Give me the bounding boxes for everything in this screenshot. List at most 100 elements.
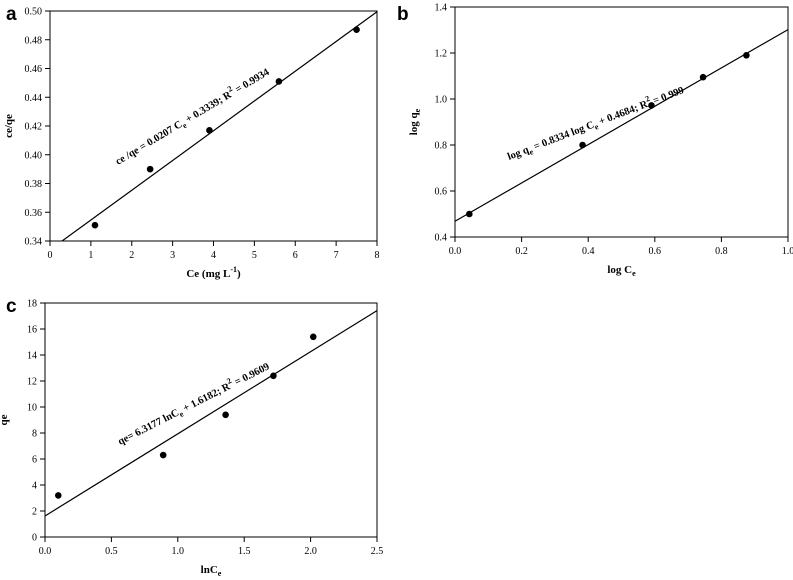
panel-a-data-point-5 [353, 26, 360, 33]
panel-b-x-tick-label: 0.6 [649, 246, 662, 257]
panel-b-data-point-2 [579, 141, 586, 149]
panel-b-data-point-5 [743, 52, 750, 59]
panel-b: 0.0 0.2 0.4 0.6 0.8 1.0 0.4 0.6 0.8 1.0 1.2 1.4 log … [408, 3, 793, 279]
x-axis-label-superscript: -1 [230, 265, 237, 274]
equation-superscript: 2 [225, 376, 233, 386]
panel-b-x-tick-label: 0.8 [715, 246, 728, 257]
panel-b-y-tick-label: 0.6 [435, 187, 448, 198]
x-axis-label-text: log C [607, 264, 632, 276]
panel-a-x-tick-label: 4 [211, 250, 216, 261]
panel-a-equation-annotation: ce /qe = 0.0207 Ce + 0.3339; R2 = 0.9934 [112, 63, 273, 169]
panel-c-y-tick-label: 18 [27, 299, 37, 310]
y-axis-label-subscript: e [413, 108, 422, 112]
panel-b-plot-frame [454, 6, 789, 238]
panel-c-x-tick-label: 0.0 [39, 546, 52, 557]
panel-b-data-point-4 [699, 73, 707, 81]
panel-b-letter: b [397, 4, 409, 25]
panel-c-y-tick-label: 6 [32, 455, 37, 466]
panel-c-data-point-5 [309, 333, 317, 341]
panel-c-data-point-3 [222, 411, 229, 419]
equation-text-mid: = 0.8334 log C [530, 120, 596, 154]
panel-a-x-tick-label: 3 [170, 250, 175, 261]
panel-a-letter: a [6, 4, 17, 25]
x-axis-label-subscript: e [218, 569, 222, 578]
panel-b-regression-line [454, 29, 789, 222]
panel-b-y-tick-label: 1.2 [435, 49, 448, 60]
panel-c-equation-annotation: qe= 6.3177 lnCe + 1.6182; R2 = 0.9609 [115, 358, 273, 450]
panel-b-x-tick-label: 0.0 [449, 246, 462, 257]
panel-a-data-point-1 [91, 221, 99, 229]
panel-b-y-tick-label: 0.4 [435, 233, 448, 244]
panel-c-plot-frame [44, 302, 378, 538]
panel-a-x-tick-label: 8 [375, 250, 380, 261]
panel-c-y-tick-label: 14 [27, 351, 37, 362]
equation-superscript: 2 [226, 84, 234, 94]
x-axis-label-text: Ce (mg L [186, 268, 230, 280]
panel-a-y-tick-label: 0.34 [25, 237, 43, 248]
panel-c-y-tick-label: 10 [27, 403, 37, 414]
panel-b-y-axis-label: log qe [408, 108, 422, 135]
y-axis-label-text: ce/qe [3, 114, 15, 138]
panel-c-y-tick-label: 4 [32, 481, 37, 492]
panel-c-x-tick-label: 2.5 [371, 546, 384, 557]
panel-a-y-tick-label: 0.46 [25, 64, 43, 75]
panel-c-y-tick-label: 0 [32, 533, 37, 544]
panel-c-y-tick-label: 8 [32, 429, 37, 440]
equation-text-end: = 0.999 [649, 85, 685, 108]
panel-a-x-tick-label: 2 [129, 250, 134, 261]
y-axis-label-text: log q [408, 111, 420, 135]
y-axis-label-text: qe [0, 414, 10, 425]
x-axis-label-text: lnC [201, 564, 218, 576]
panel-a-regression-line [61, 11, 378, 242]
panel-a-data-point-3 [206, 127, 213, 134]
panel-b-equation-annotation: log qe = 0.8334 log Ce + 0.4684; R2 = 0.… [505, 81, 687, 164]
panel-b-x-tick-label: 1.0 [782, 246, 793, 257]
panel-a-y-tick-label: 0.48 [25, 35, 43, 46]
panel-a-y-tick-label: 0.38 [25, 179, 43, 190]
panel-b-y-tick-label: 1.4 [435, 3, 448, 14]
panel-c-y-tick-label: 12 [27, 377, 37, 388]
panel-a-x-tick-label: 5 [252, 250, 257, 261]
panel-a-y-tick-label: 0.50 [25, 7, 43, 18]
panel-a-plot-frame [49, 10, 378, 242]
panel-b-y-tick-label: 0.8 [435, 141, 448, 152]
panel-c-data-point-2 [159, 451, 167, 459]
panel-c-y-axis-label: qe [0, 414, 10, 425]
panel-a-y-tick-label: 0.42 [25, 122, 43, 133]
panel-a-x-tick-label: 7 [334, 250, 339, 261]
panel-a-y-tick-label: 0.44 [25, 93, 43, 104]
equation-text: log q [506, 145, 531, 163]
x-axis-label-end: ) [237, 268, 241, 280]
x-axis-label-subscript: e [632, 269, 636, 278]
panel-b-data-point-1 [466, 210, 473, 218]
panel-b-x-tick-label: 0.2 [515, 246, 528, 257]
panel-a-x-tick-label: 0 [48, 250, 53, 261]
panel-b-y-tick-label: 1.0 [435, 95, 448, 106]
equation-subscript: e [178, 409, 186, 419]
equation-text: qe= 6.3177 lnC [116, 407, 181, 447]
panel-c-x-tick-label: 1.5 [238, 546, 251, 557]
panel-b-x-axis-label: log Ce [607, 264, 636, 278]
panel-a: 0 1 2 3 4 5 6 7 8 0.34 0.36 0.38 0.40 0.42 0.44 0.46 0.4… [3, 7, 380, 281]
panel-a-data-point-4 [275, 78, 283, 85]
panel-c-regression-line [44, 310, 378, 517]
panel-c-data-point-4 [270, 372, 277, 380]
panel-c-x-axis-label: lnCe [201, 564, 222, 578]
panel-c-y-tick-label: 16 [27, 325, 37, 336]
equation-subscript-2: e [593, 122, 600, 132]
panel-b-x-tick-label: 0.4 [582, 246, 595, 257]
panel-b-data-point-3 [648, 102, 655, 109]
panel-a-x-tick-label: 1 [88, 250, 93, 261]
panel-c-letter: c [6, 296, 17, 317]
panel-c-y-tick-label: 2 [32, 507, 37, 518]
equation-text-mid: + 1.6182; R [179, 381, 232, 415]
panel-c-x-tick-label: 0.5 [105, 546, 118, 557]
panel-a-x-tick-label: 6 [293, 250, 298, 261]
panel-a-y-axis-label: ce/qe [3, 114, 15, 138]
equation-subscript: e [181, 121, 189, 131]
panel-a-y-tick-label: 0.40 [25, 150, 43, 161]
equation-superscript: 2 [644, 94, 651, 104]
panel-c-x-tick-label: 1.0 [172, 546, 185, 557]
